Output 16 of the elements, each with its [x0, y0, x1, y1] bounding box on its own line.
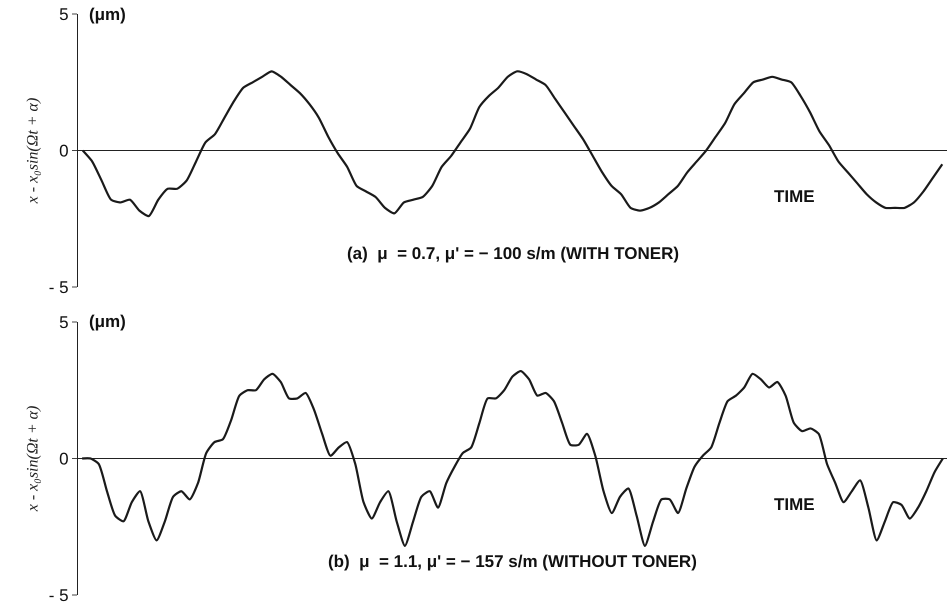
y-tick-label: 5	[59, 4, 69, 24]
y-tick-label: - 5	[48, 586, 69, 605]
line-series	[81, 370, 944, 547]
annotation: TIME	[774, 187, 815, 206]
y-tick-label: 5	[59, 312, 69, 332]
annotation: TIME	[774, 495, 815, 514]
text: (b) μ = 1.1, μ' = − 157 s/m (WITHOUT TONER)	[328, 552, 697, 571]
annotation: (μm)	[89, 5, 126, 24]
y-tick-label: 0	[59, 449, 69, 468]
y-tick-label: 0	[59, 141, 69, 160]
y-tick-label: - 5	[48, 278, 69, 298]
y-axis-title: x - x₀sin(Ωt + α)	[24, 406, 42, 512]
text: (a) μ = 0.7, μ' = − 100 s/m (WITH TONER)	[347, 244, 680, 263]
y-axis-title: x - x₀sin(Ωt + α)	[24, 98, 42, 204]
line-series	[82, 70, 944, 218]
annotation: (μm)	[89, 312, 126, 331]
